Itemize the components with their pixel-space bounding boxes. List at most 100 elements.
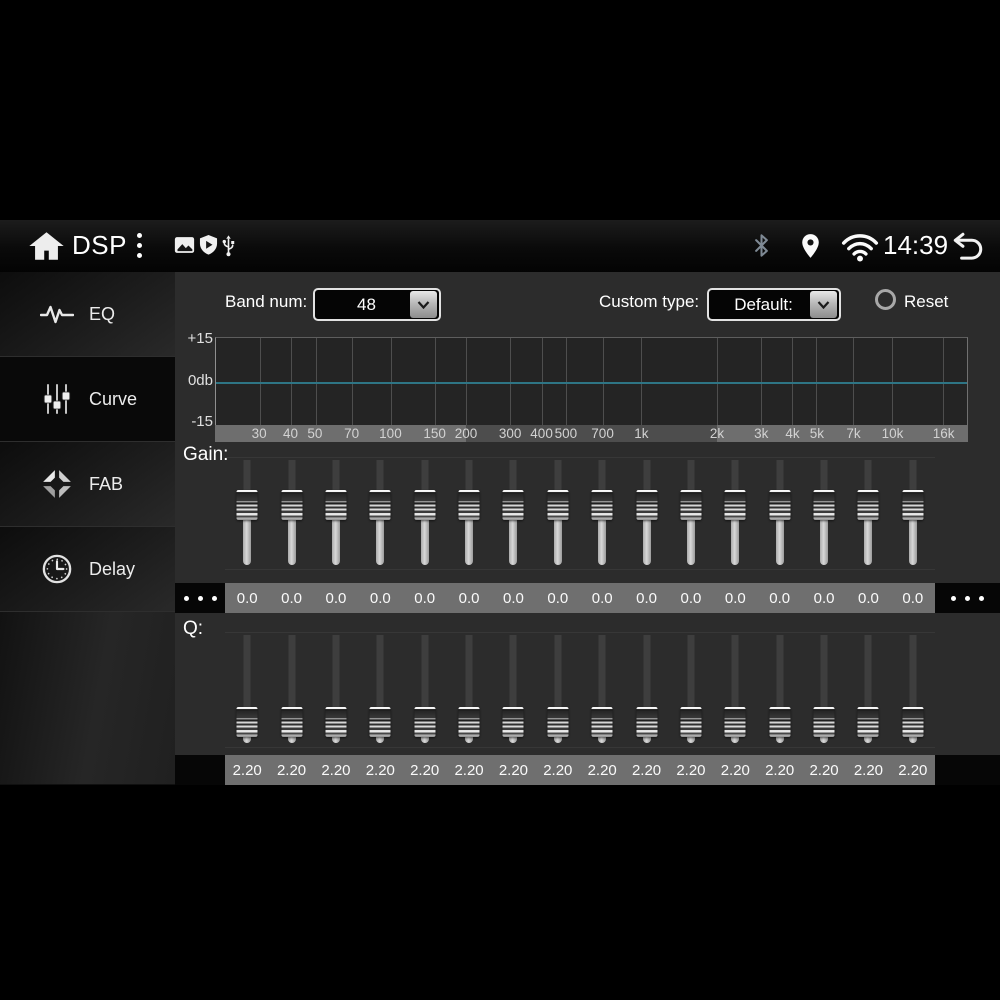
slider-rail-top: [376, 460, 384, 505]
q-slider-14[interactable]: [802, 633, 846, 747]
gain-slider-13[interactable]: [758, 458, 802, 569]
slider-thumb[interactable]: [547, 706, 569, 737]
gain-slider-10[interactable]: [624, 458, 668, 569]
q-slider-9[interactable]: [580, 633, 624, 747]
slider-thumb[interactable]: [236, 490, 258, 520]
slider-thumb[interactable]: [502, 706, 524, 737]
q-value-14: 2.20: [809, 761, 839, 779]
slider-thumb[interactable]: [902, 706, 924, 737]
q-slider-16[interactable]: [891, 633, 935, 747]
sidebar-item-fab[interactable]: FAB: [0, 442, 175, 527]
gain-slider-1[interactable]: [225, 458, 269, 569]
q-slider-5[interactable]: [403, 633, 447, 747]
slider-thumb[interactable]: [769, 490, 791, 520]
q-slider-12[interactable]: [713, 633, 757, 747]
slider-thumb[interactable]: [680, 490, 702, 520]
slider-thumb[interactable]: [281, 490, 303, 520]
gain-value-4: 0.0: [369, 589, 391, 607]
slider-thumb[interactable]: [502, 490, 524, 520]
reset-radio[interactable]: [875, 289, 896, 310]
q-slider-15[interactable]: [846, 633, 890, 747]
slider-thumb[interactable]: [458, 706, 480, 737]
gain-slider-7[interactable]: [491, 458, 535, 569]
sidebar-item-label: Curve: [89, 388, 138, 409]
q-slider-6[interactable]: [447, 633, 491, 747]
slider-thumb[interactable]: [636, 490, 658, 520]
slider-rail-top: [776, 460, 784, 505]
gain-value-5: 0.0: [414, 589, 436, 607]
slider-thumb[interactable]: [325, 490, 347, 520]
home-button[interactable]: [28, 230, 65, 262]
slider-thumb[interactable]: [769, 706, 791, 737]
gain-slider-12[interactable]: [713, 458, 757, 569]
q-slider-7[interactable]: [491, 633, 535, 747]
slider-thumb[interactable]: [857, 706, 879, 737]
q-slider-1[interactable]: [225, 633, 269, 747]
gain-slider-16[interactable]: [891, 458, 935, 569]
gain-slider-2[interactable]: [269, 458, 313, 569]
chevron-down-icon: [810, 291, 837, 318]
slider-thumb[interactable]: [458, 490, 480, 520]
bluetooth-icon: [754, 233, 769, 258]
slider-thumb[interactable]: [369, 490, 391, 520]
freq-strip-highlight: [465, 425, 717, 442]
slider-thumb[interactable]: [591, 490, 613, 520]
gain-slider-6[interactable]: [447, 458, 491, 569]
slider-thumb[interactable]: [414, 490, 436, 520]
sidebar-item-eq[interactable]: EQ: [0, 272, 175, 357]
app-title: DSP: [72, 230, 127, 260]
gain-slider-5[interactable]: [403, 458, 447, 569]
slider-rail-bottom: [775, 505, 784, 565]
gain-scroll-left[interactable]: [175, 583, 225, 613]
q-slider-8[interactable]: [536, 633, 580, 747]
freq-tick-label: 2k: [709, 426, 725, 441]
q-value-13: 2.20: [765, 761, 795, 779]
q-slider-4[interactable]: [358, 633, 402, 747]
slider-thumb[interactable]: [813, 490, 835, 520]
sidebar-item-curve[interactable]: Curve: [0, 357, 175, 442]
q-slider-3[interactable]: [314, 633, 358, 747]
gain-slider-4[interactable]: [358, 458, 402, 569]
slider-rail-top: [643, 635, 651, 722]
slider-thumb[interactable]: [547, 490, 569, 520]
slider-thumb[interactable]: [724, 706, 746, 737]
slider-thumb[interactable]: [636, 706, 658, 737]
q-slider-11[interactable]: [669, 633, 713, 747]
band-num-select[interactable]: 48: [313, 288, 441, 321]
slider-rail-bottom: [820, 505, 829, 565]
gain-slider-8[interactable]: [536, 458, 580, 569]
q-slider-10[interactable]: [624, 633, 668, 747]
q-value-4: 2.20: [365, 761, 395, 779]
gain-slider-11[interactable]: [669, 458, 713, 569]
slider-thumb[interactable]: [414, 706, 436, 737]
overflow-menu-icon[interactable]: [137, 233, 142, 258]
slider-thumb[interactable]: [591, 706, 613, 737]
status-bar: DSP: [0, 220, 1000, 272]
slider-thumb[interactable]: [902, 490, 924, 520]
slider-thumb[interactable]: [369, 706, 391, 737]
slider-thumb[interactable]: [281, 706, 303, 737]
gain-value-14: 0.0: [813, 589, 835, 607]
q-slider-2[interactable]: [269, 633, 313, 747]
gain-slider-15[interactable]: [846, 458, 890, 569]
custom-type-select[interactable]: Default:: [707, 288, 841, 321]
slider-rail-bottom: [243, 505, 252, 565]
gain-value-1: 0.0: [236, 589, 258, 607]
slider-thumb[interactable]: [724, 490, 746, 520]
slider-rail-top: [332, 635, 340, 722]
slider-thumb[interactable]: [236, 706, 258, 737]
back-button[interactable]: [949, 232, 987, 260]
gain-slider-3[interactable]: [314, 458, 358, 569]
sidebar-item-delay[interactable]: Delay: [0, 527, 175, 612]
slider-thumb[interactable]: [857, 490, 879, 520]
freq-tick-label: 1k: [634, 426, 649, 441]
slider-rail-bottom: [686, 505, 695, 565]
slider-thumb[interactable]: [813, 706, 835, 737]
q-slider-13[interactable]: [758, 633, 802, 747]
slider-thumb[interactable]: [680, 706, 702, 737]
slider-thumb[interactable]: [325, 706, 347, 737]
gain-slider-14[interactable]: [802, 458, 846, 569]
gain-slider-9[interactable]: [580, 458, 624, 569]
gain-value-15: 0.0: [858, 589, 879, 607]
gain-scroll-right[interactable]: [935, 583, 1000, 613]
